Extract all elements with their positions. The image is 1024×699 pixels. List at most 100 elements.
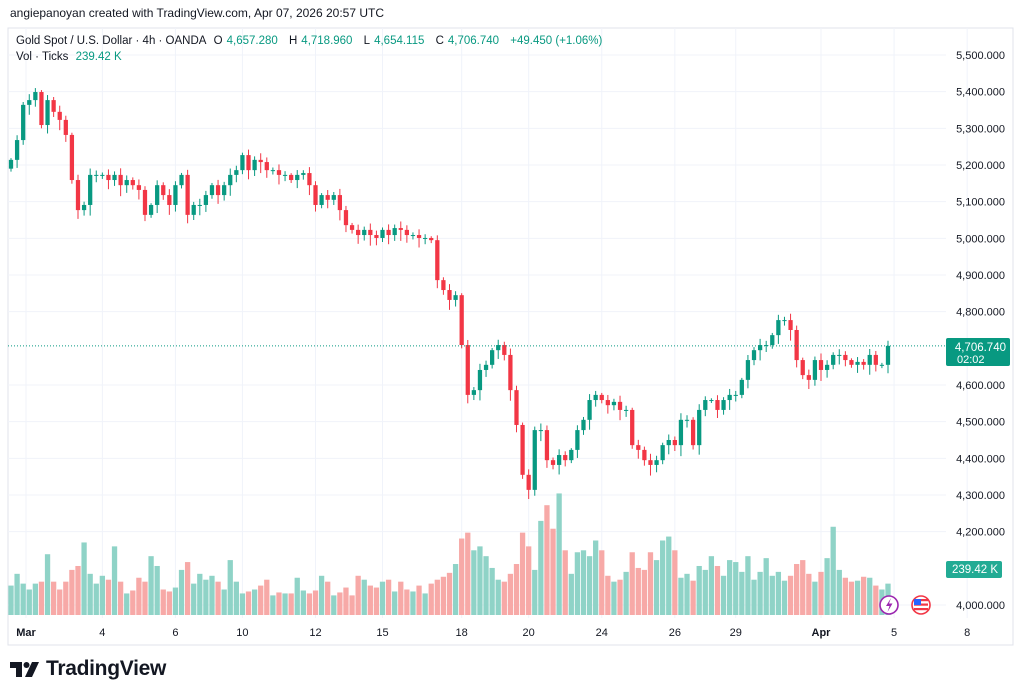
candle-body — [794, 330, 799, 361]
volume-bar — [148, 556, 154, 615]
volume-indicator-label[interactable]: Vol · Ticks — [16, 51, 69, 63]
volume-bar — [75, 565, 81, 615]
volume-bar — [848, 581, 855, 615]
candle-body — [471, 390, 476, 395]
change-value: +49.450 (+1.06%) — [510, 35, 603, 47]
candle-body — [39, 92, 44, 126]
volume-bar — [562, 550, 568, 615]
candle-body — [258, 159, 263, 163]
time-tick-label: Apr — [812, 627, 832, 639]
candle-body — [374, 235, 379, 238]
volume-bar — [824, 558, 830, 615]
time-tick-label: 5 — [891, 627, 897, 639]
volume-bar — [99, 575, 105, 615]
candle-body — [654, 460, 659, 465]
candle-body — [520, 424, 525, 475]
volume-bar — [197, 573, 203, 615]
candle-body — [380, 229, 385, 238]
volume-bar — [787, 575, 794, 615]
volume-bar — [794, 564, 800, 615]
volume-bar — [44, 554, 51, 615]
candle-body — [215, 185, 221, 196]
candle-body — [246, 155, 251, 171]
volume-bar — [507, 573, 514, 615]
us-flag-icon[interactable] — [911, 595, 931, 615]
volume-legend-line: Vol · Ticks 239.42 K — [16, 49, 606, 65]
candle-body — [715, 400, 720, 410]
volume-bar — [191, 583, 197, 615]
candle-body — [130, 180, 135, 186]
candle-body — [861, 361, 866, 365]
volume-bar — [160, 589, 166, 615]
volume-bar — [574, 552, 581, 615]
volume-bar — [446, 572, 453, 615]
volume-bar — [288, 593, 294, 615]
candle-body — [404, 229, 409, 236]
volume-bar — [513, 564, 520, 615]
bar-countdown: 02:02 — [957, 354, 985, 366]
candle-body — [757, 345, 763, 351]
candle-body — [307, 173, 312, 186]
chart-frame — [7, 27, 1014, 646]
symbol-title[interactable]: Gold Spot / U.S. Dollar · 4h · OANDA — [16, 35, 207, 47]
candle-body — [136, 185, 142, 190]
candle-body — [630, 409, 635, 446]
candle-body — [191, 204, 196, 215]
volume-bar — [184, 562, 191, 615]
price-axis[interactable]: 5,500.000 5,400.000 5,300.000 5,200.000 5,10… — [956, 50, 1005, 612]
volume-bar — [860, 576, 867, 615]
candle-body — [885, 345, 891, 365]
time-tick-label: 18 — [456, 627, 468, 639]
volume-bar — [635, 567, 641, 615]
candle-body — [855, 361, 860, 365]
volume-bar — [209, 575, 215, 615]
last-price-value: 4,706.740 — [955, 342, 1006, 354]
volume-value: 239.42 K — [75, 51, 122, 63]
volume-bar — [306, 593, 313, 615]
volume-bar — [245, 591, 252, 615]
volume-bar — [720, 575, 727, 615]
candle-body — [812, 360, 818, 380]
candle-body — [209, 185, 215, 196]
volume-bar — [611, 581, 617, 615]
volume-bar — [26, 589, 32, 615]
lightning-icon[interactable] — [879, 595, 899, 615]
volume-bar — [81, 542, 87, 615]
volume-bar — [714, 565, 721, 615]
candle-body — [739, 379, 744, 395]
logo-text: TradingView — [46, 657, 167, 680]
candle-body — [703, 400, 708, 410]
time-tick-label: 29 — [730, 627, 742, 639]
candle-body — [636, 445, 641, 450]
candle-body — [112, 174, 117, 181]
candle-body — [33, 92, 38, 101]
candle-body — [282, 174, 288, 176]
candle-body — [831, 354, 836, 365]
volume-bar — [465, 532, 471, 615]
price-tick-label: 5,200.000 — [956, 160, 1005, 172]
candle-body — [57, 111, 62, 120]
time-axis[interactable]: Mar 4 6 10 12 15 18 20 24 26 29 Apr 5 8 — [16, 627, 970, 639]
volume-bar — [404, 589, 410, 615]
volume-bar — [111, 546, 118, 615]
price-tick-label: 4,000.000 — [956, 600, 1005, 612]
candle-body — [587, 400, 592, 420]
volume-bar — [471, 550, 477, 615]
volume-bar — [647, 552, 654, 615]
candle-body — [538, 430, 543, 432]
volume-bar — [751, 579, 757, 615]
candle-body — [502, 345, 507, 355]
candle-body — [642, 449, 647, 461]
candle-body — [252, 159, 257, 171]
volume-bar — [477, 546, 483, 615]
volume-bar — [379, 581, 386, 615]
tradingview-logo[interactable]: TradingView — [10, 657, 166, 681]
volume-bar — [672, 550, 678, 615]
candle-body — [295, 174, 300, 181]
candle-body — [106, 174, 111, 181]
volume-bar — [331, 595, 337, 615]
candle-body — [684, 419, 690, 421]
candle-body — [14, 140, 20, 160]
candle-body — [697, 409, 702, 446]
